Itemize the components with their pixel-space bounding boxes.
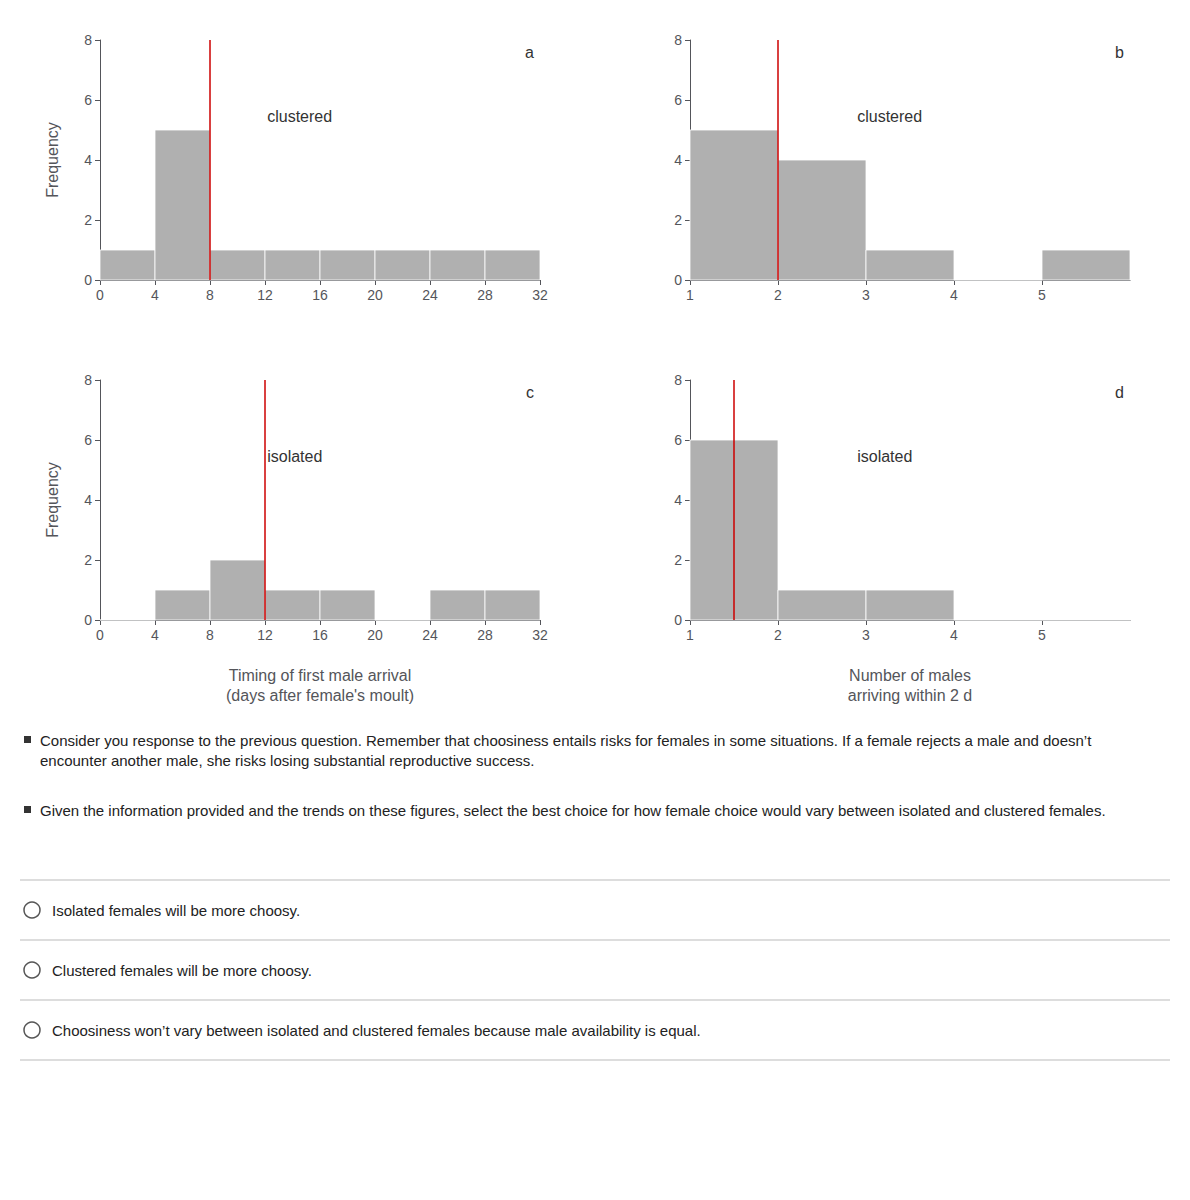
svg-text:16: 16 [312,287,328,303]
svg-text:Choosiness won’t vary between: Choosiness won’t vary between isolated a… [52,1022,701,1039]
svg-text:Isolated females will be more: Isolated females will be more choosy. [52,902,300,919]
svg-text:24: 24 [422,287,438,303]
svg-text:8: 8 [84,372,92,388]
svg-text:4: 4 [674,152,682,168]
svg-text:Clustered females will be more: Clustered females will be more choosy. [52,962,312,979]
svg-text:8: 8 [84,32,92,48]
svg-text:Consider you response to the p: Consider you response to the previous qu… [40,732,1096,749]
svg-text:Timing of first male arrival: Timing of first male arrival [229,667,412,684]
svg-text:1: 1 [686,627,694,643]
svg-text:2: 2 [84,552,92,568]
svg-text:Frequency: Frequency [44,122,61,198]
svg-text:16: 16 [312,627,328,643]
svg-text:6: 6 [84,92,92,108]
svg-text:20: 20 [367,287,383,303]
svg-text:8: 8 [674,32,682,48]
svg-text:Number of males: Number of males [849,667,971,684]
svg-text:clustered: clustered [857,108,922,125]
svg-text:6: 6 [674,432,682,448]
svg-text:6: 6 [674,92,682,108]
svg-text:2: 2 [674,212,682,228]
svg-text:2: 2 [674,552,682,568]
svg-text:4: 4 [84,492,92,508]
svg-text:20: 20 [367,627,383,643]
svg-text:4: 4 [151,287,159,303]
svg-text:a: a [525,44,534,61]
svg-text:0: 0 [96,287,104,303]
svg-text:8: 8 [674,372,682,388]
svg-text:12: 12 [257,287,273,303]
svg-text:4: 4 [674,492,682,508]
svg-text:0: 0 [84,612,92,628]
svg-text:4: 4 [950,287,958,303]
svg-text:0: 0 [84,272,92,288]
svg-text:arriving within 2 d: arriving within 2 d [848,687,973,704]
svg-text:Frequency: Frequency [44,462,61,538]
svg-text:8: 8 [206,627,214,643]
svg-text:c: c [526,384,534,401]
svg-text:28: 28 [477,287,493,303]
svg-text:12: 12 [257,627,273,643]
svg-text:2: 2 [84,212,92,228]
svg-text:0: 0 [674,272,682,288]
svg-text:1: 1 [686,287,694,303]
svg-text:6: 6 [84,432,92,448]
svg-text:isolated: isolated [857,448,912,465]
svg-text:32: 32 [532,627,548,643]
svg-text:b: b [1115,44,1124,61]
svg-text:28: 28 [477,627,493,643]
svg-text:2: 2 [774,627,782,643]
svg-text:32: 32 [532,287,548,303]
svg-text:d: d [1115,384,1124,401]
svg-text:4: 4 [84,152,92,168]
svg-text:(days after female's moult): (days after female's moult) [226,687,414,704]
svg-text:8: 8 [206,287,214,303]
svg-text:24: 24 [422,627,438,643]
svg-text:2: 2 [774,287,782,303]
svg-text:Given the information provided: Given the information provided and the t… [40,802,1106,819]
svg-text:clustered: clustered [267,108,332,125]
svg-text:5: 5 [1038,627,1046,643]
svg-text:0: 0 [96,627,104,643]
svg-text:4: 4 [950,627,958,643]
svg-text:3: 3 [862,627,870,643]
svg-text:4: 4 [151,627,159,643]
svg-text:encounter another male, she ri: encounter another male, she risks losing… [40,752,534,769]
svg-text:5: 5 [1038,287,1046,303]
svg-text:isolated: isolated [267,448,322,465]
svg-text:3: 3 [862,287,870,303]
svg-text:0: 0 [674,612,682,628]
